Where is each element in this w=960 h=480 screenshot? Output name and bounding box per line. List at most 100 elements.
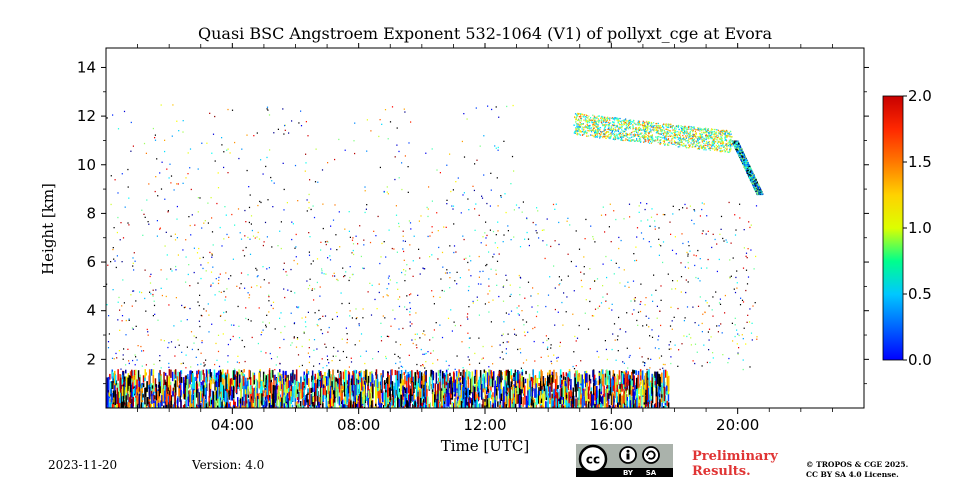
heatmap-cell [183, 382, 186, 399]
heatmap-cell [436, 212, 438, 214]
heatmap-cell [177, 254, 179, 256]
heatmap-cell [217, 172, 219, 174]
heatmap-cell [689, 131, 692, 133]
heatmap-cell [717, 141, 719, 143]
heatmap-cell [112, 247, 114, 249]
heatmap-cell [297, 403, 299, 408]
heatmap-cell [381, 390, 384, 403]
heatmap-cell [247, 292, 249, 294]
heatmap-cell [185, 354, 187, 356]
heatmap-cell [615, 404, 617, 408]
heatmap-cell [670, 306, 672, 308]
heatmap-cell [212, 391, 215, 408]
heatmap-cell [416, 347, 418, 349]
heatmap-cell [505, 369, 508, 382]
heatmap-cell [518, 314, 520, 316]
heatmap-cell [413, 235, 415, 237]
heatmap-cell [106, 407, 109, 408]
heatmap-cell [679, 146, 681, 148]
heatmap-cell [639, 347, 641, 349]
heatmap-cell [413, 400, 415, 405]
heatmap-cell [249, 253, 252, 255]
heatmap-cell [507, 225, 509, 227]
heatmap-cell [576, 405, 579, 408]
heatmap-cell [141, 291, 143, 294]
heatmap-cell [628, 374, 630, 380]
heatmap-cell [697, 277, 699, 280]
heatmap-cell [190, 407, 193, 408]
heatmap-cell [663, 386, 666, 402]
heatmap-cell [174, 407, 177, 408]
heatmap-cell [318, 401, 320, 408]
heatmap-cell [516, 394, 518, 404]
heatmap-cell [559, 384, 562, 388]
heatmap-cell [219, 273, 221, 275]
heatmap-cell [736, 329, 738, 331]
heatmap-cell [580, 120, 582, 122]
heatmap-cell [503, 285, 505, 287]
heatmap-cell [267, 199, 269, 201]
heatmap-cell [210, 271, 213, 273]
heatmap-cell [128, 197, 130, 199]
heatmap-cell [153, 300, 155, 302]
heatmap-cell [337, 350, 339, 352]
heatmap-cell [423, 398, 425, 403]
heatmap-cell [496, 376, 498, 386]
heatmap-cell [631, 371, 633, 377]
heatmap-cell [306, 373, 308, 384]
heatmap-cell [256, 236, 258, 238]
heatmap-cell [750, 224, 752, 226]
heatmap-cell [424, 393, 426, 403]
heatmap-cell [709, 146, 711, 148]
heatmap-cell [339, 246, 341, 248]
heatmap-cell [606, 378, 608, 387]
heatmap-cell [585, 218, 587, 221]
heatmap-cell [345, 380, 347, 395]
heatmap-cell [647, 358, 649, 360]
heatmap-cell [456, 355, 458, 357]
heatmap-cell [189, 307, 191, 310]
heatmap-cell [266, 236, 268, 238]
heatmap-cell [215, 400, 217, 408]
heatmap-cell [425, 375, 427, 382]
heatmap-cell [652, 300, 654, 302]
heatmap-cell [311, 288, 314, 290]
heatmap-cell [526, 378, 529, 395]
heatmap-cell [520, 405, 522, 408]
heatmap-cell [418, 383, 420, 391]
heatmap-cell [137, 370, 140, 381]
heatmap-cell [296, 306, 298, 308]
heatmap-cell [650, 387, 653, 396]
heatmap-cell [443, 393, 446, 401]
heatmap-cell [456, 396, 459, 404]
heatmap-cell [220, 391, 223, 398]
heatmap-cell [112, 390, 115, 398]
heatmap-cell [268, 369, 271, 383]
heatmap-cell [163, 340, 165, 342]
heatmap-cell [507, 369, 509, 386]
heatmap-cell [549, 276, 551, 278]
heatmap-cell [273, 132, 275, 134]
heatmap-cell [655, 371, 658, 387]
heatmap-cell [418, 248, 420, 250]
heatmap-cell [282, 397, 285, 408]
heatmap-cell [259, 200, 261, 203]
heatmap-cell [298, 403, 300, 408]
heatmap-cell [616, 119, 618, 121]
heatmap-cell [738, 334, 740, 337]
heatmap-cell [241, 396, 244, 406]
heatmap-cell [706, 302, 708, 304]
heatmap-cell [656, 317, 658, 319]
heatmap-cell [623, 389, 625, 403]
heatmap-cell [644, 208, 646, 211]
heatmap-cell [522, 407, 524, 408]
heatmap-cell [485, 264, 487, 267]
heatmap-cell [601, 395, 604, 407]
heatmap-cell [245, 384, 248, 391]
heatmap-cell [396, 282, 398, 284]
heatmap-cell [128, 397, 131, 403]
heatmap-cell [346, 338, 348, 341]
heatmap-cell [340, 385, 342, 402]
heatmap-cell [478, 388, 481, 398]
heatmap-cell [420, 348, 422, 351]
